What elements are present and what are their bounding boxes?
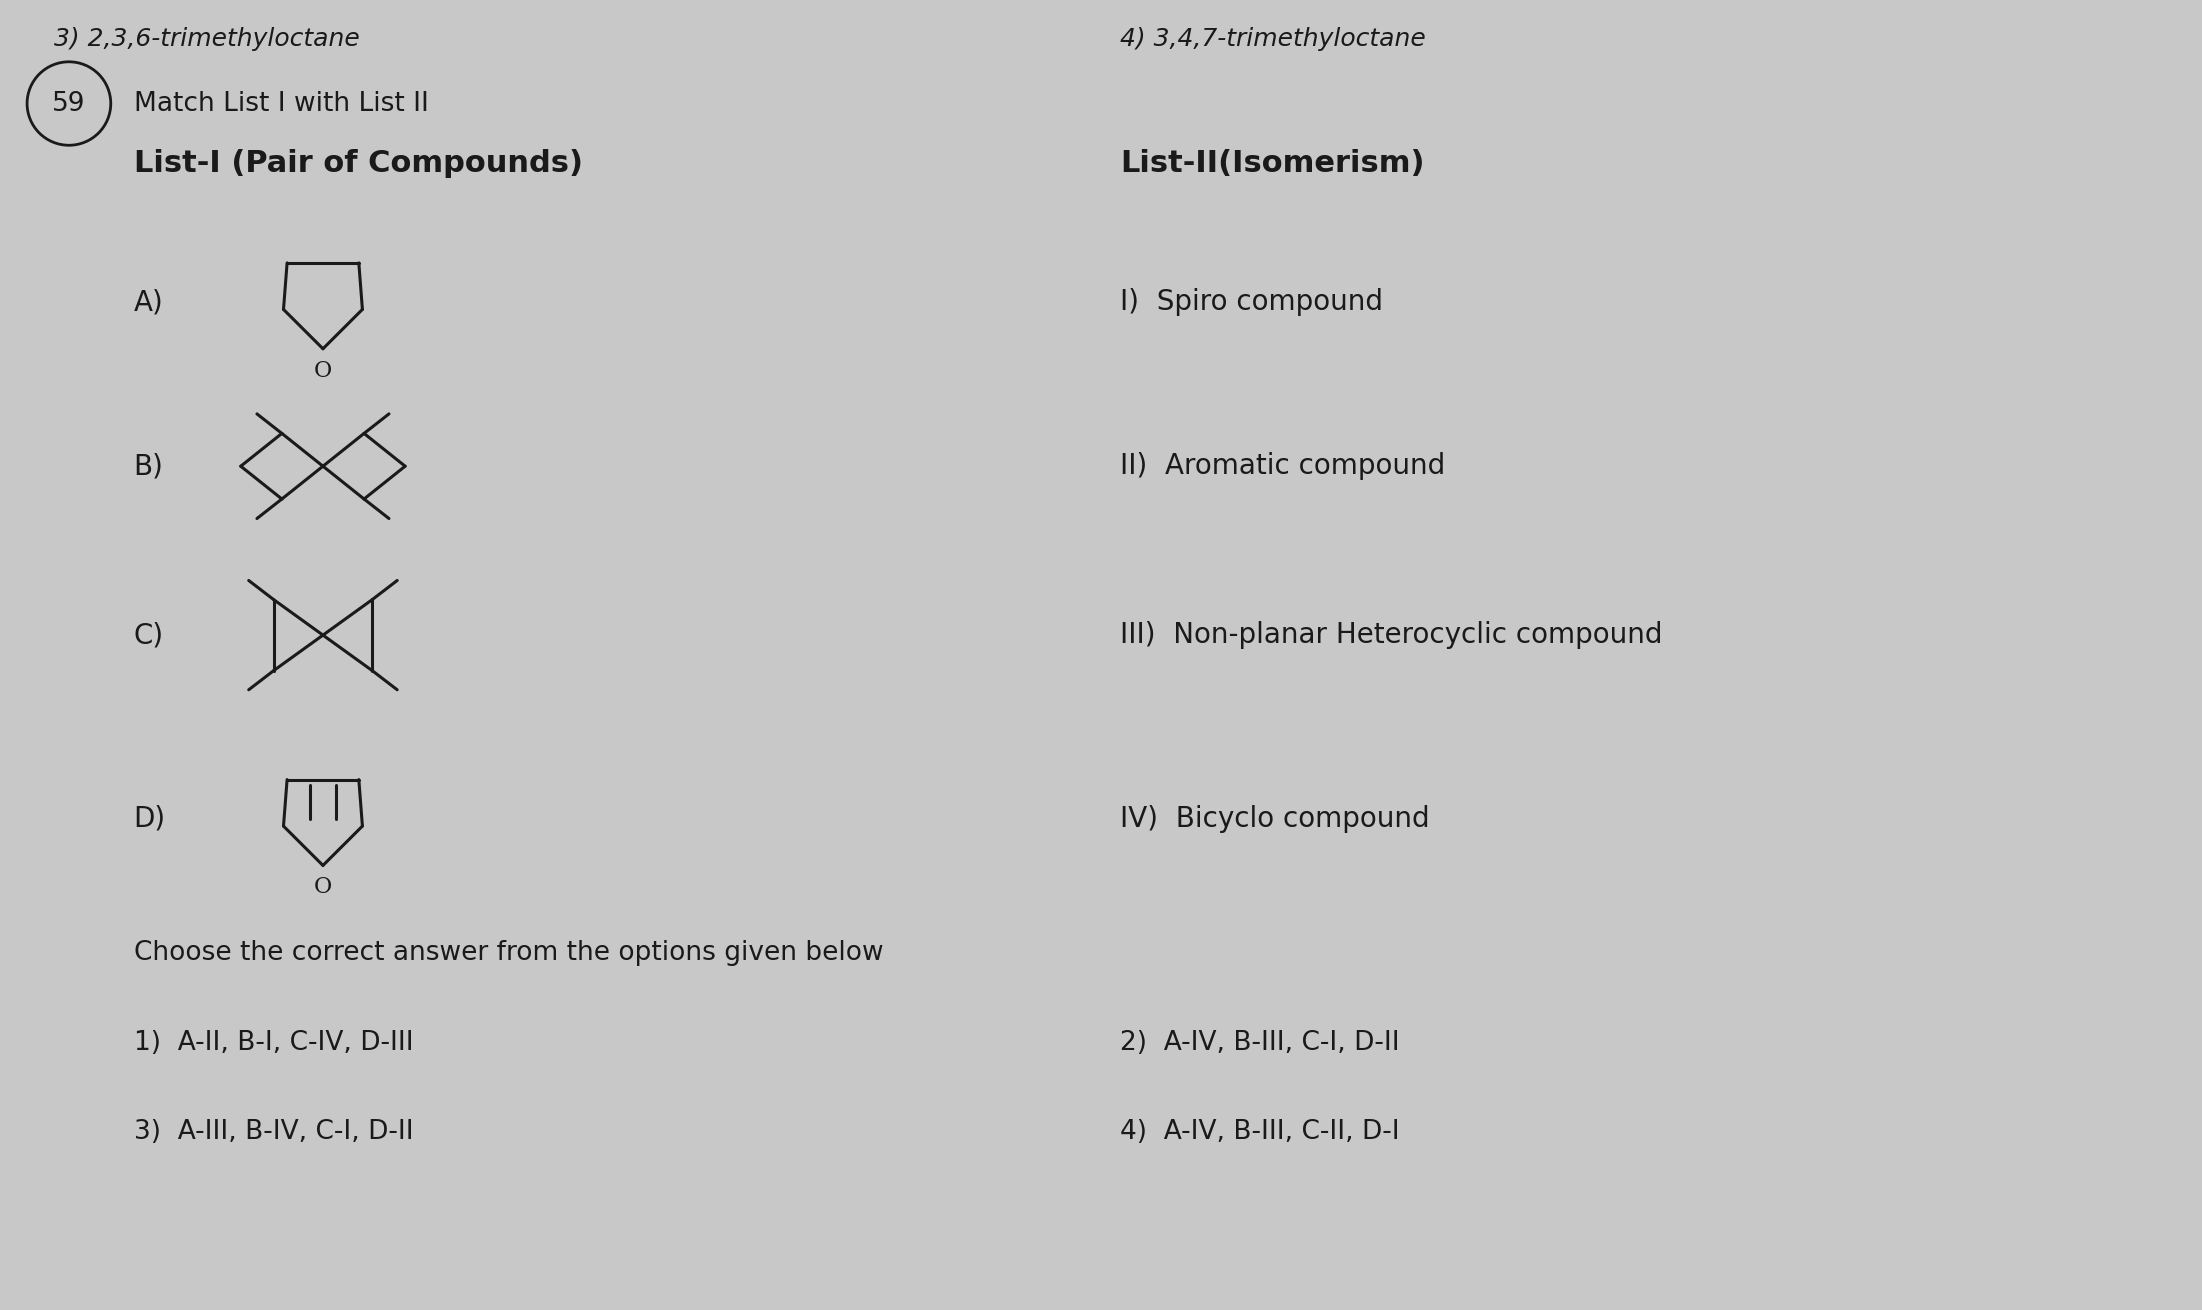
Text: D): D): [134, 804, 165, 833]
Text: List-I (Pair of Compounds): List-I (Pair of Compounds): [134, 148, 584, 178]
Text: O: O: [315, 360, 333, 381]
Text: O: O: [315, 876, 333, 899]
Text: A): A): [134, 288, 163, 316]
Text: B): B): [134, 452, 163, 481]
Text: II)  Aromatic compound: II) Aromatic compound: [1121, 452, 1445, 481]
Text: I)  Spiro compound: I) Spiro compound: [1121, 288, 1383, 316]
Text: Choose the correct answer from the options given below: Choose the correct answer from the optio…: [134, 941, 883, 965]
Text: 4) 3,4,7-trimethyloctane: 4) 3,4,7-trimethyloctane: [1121, 28, 1425, 51]
Text: 3) 2,3,6-trimethyloctane: 3) 2,3,6-trimethyloctane: [55, 28, 359, 51]
Text: 1)  A-II, B-I, C-IV, D-III: 1) A-II, B-I, C-IV, D-III: [134, 1030, 414, 1056]
Text: 3)  A-III, B-IV, C-I, D-II: 3) A-III, B-IV, C-I, D-II: [134, 1119, 414, 1145]
Text: III)  Non-planar Heterocyclic compound: III) Non-planar Heterocyclic compound: [1121, 621, 1663, 650]
Text: 4)  A-IV, B-III, C-II, D-I: 4) A-IV, B-III, C-II, D-I: [1121, 1119, 1400, 1145]
Text: List-II(Isomerism): List-II(Isomerism): [1121, 148, 1425, 178]
Text: 59: 59: [53, 90, 86, 117]
Text: C): C): [134, 621, 163, 650]
Text: Match List I with List II: Match List I with List II: [134, 90, 429, 117]
Text: IV)  Bicyclo compound: IV) Bicyclo compound: [1121, 804, 1429, 833]
Text: 2)  A-IV, B-III, C-I, D-II: 2) A-IV, B-III, C-I, D-II: [1121, 1030, 1400, 1056]
